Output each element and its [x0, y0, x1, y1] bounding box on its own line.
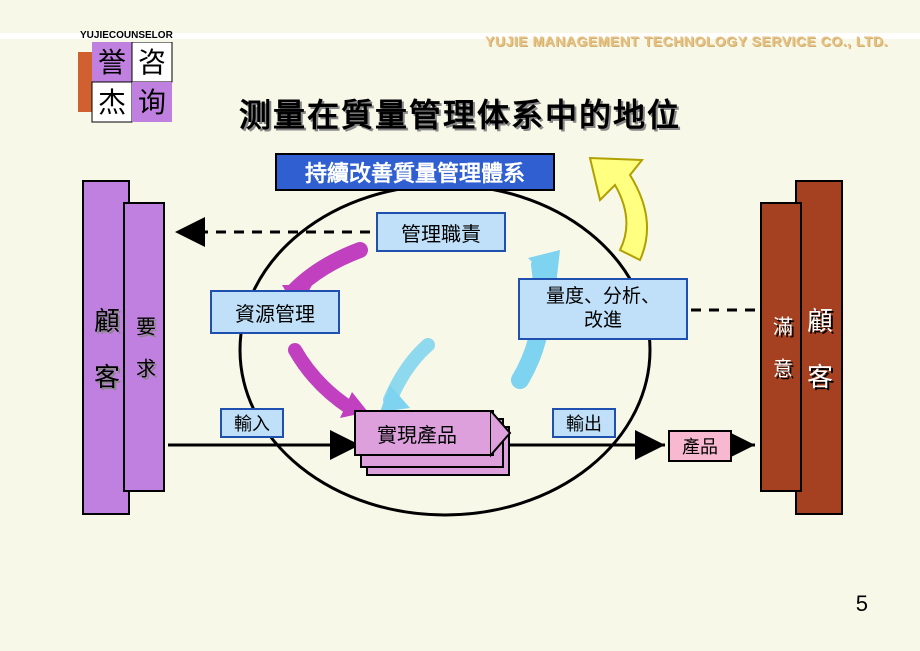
svg-text:誉: 誉	[98, 47, 126, 79]
svg-text:咨: 咨	[138, 47, 166, 79]
resource-mgmt-box: 資源管理	[210, 290, 340, 334]
output-box: 輸出	[552, 408, 616, 438]
output-label: 輸出	[566, 410, 602, 436]
page-number: 5	[856, 591, 868, 617]
measure-analyze-label: 量度、分析、 改進	[546, 285, 660, 333]
chevron-right-icon	[490, 410, 512, 458]
company-name: YUJIE MANAGEMENT TECHNOLOGY SERVICE CO.,…	[485, 33, 888, 49]
top-banner-box: 持續改善質量管理體系	[275, 153, 555, 191]
logo-small-text: YUJIECOUNSELOR	[80, 30, 173, 41]
input-box: 輸入	[220, 408, 284, 438]
measure-analyze-box: 量度、分析、 改進	[518, 278, 688, 340]
product-box: 產品	[668, 430, 732, 462]
mgmt-resp-box: 管理職責	[376, 212, 506, 252]
slide: YUJIE MANAGEMENT TECHNOLOGY SERVICE CO.,…	[0, 0, 920, 651]
product-realize-label: 實現產品	[377, 419, 457, 448]
qms-diagram: 顧 客 要 求 顧 客 滿 意	[60, 150, 860, 570]
mgmt-resp-label: 管理職責	[401, 218, 481, 247]
product-label: 產品	[682, 433, 718, 459]
top-banner-label: 持續改善質量管理體系	[305, 156, 525, 188]
product-realize-box: 實現產品	[354, 410, 494, 456]
slide-title: 测量在質量管理体系中的地位	[0, 90, 920, 136]
resource-mgmt-label: 資源管理	[235, 298, 315, 327]
input-label: 輸入	[234, 410, 270, 436]
